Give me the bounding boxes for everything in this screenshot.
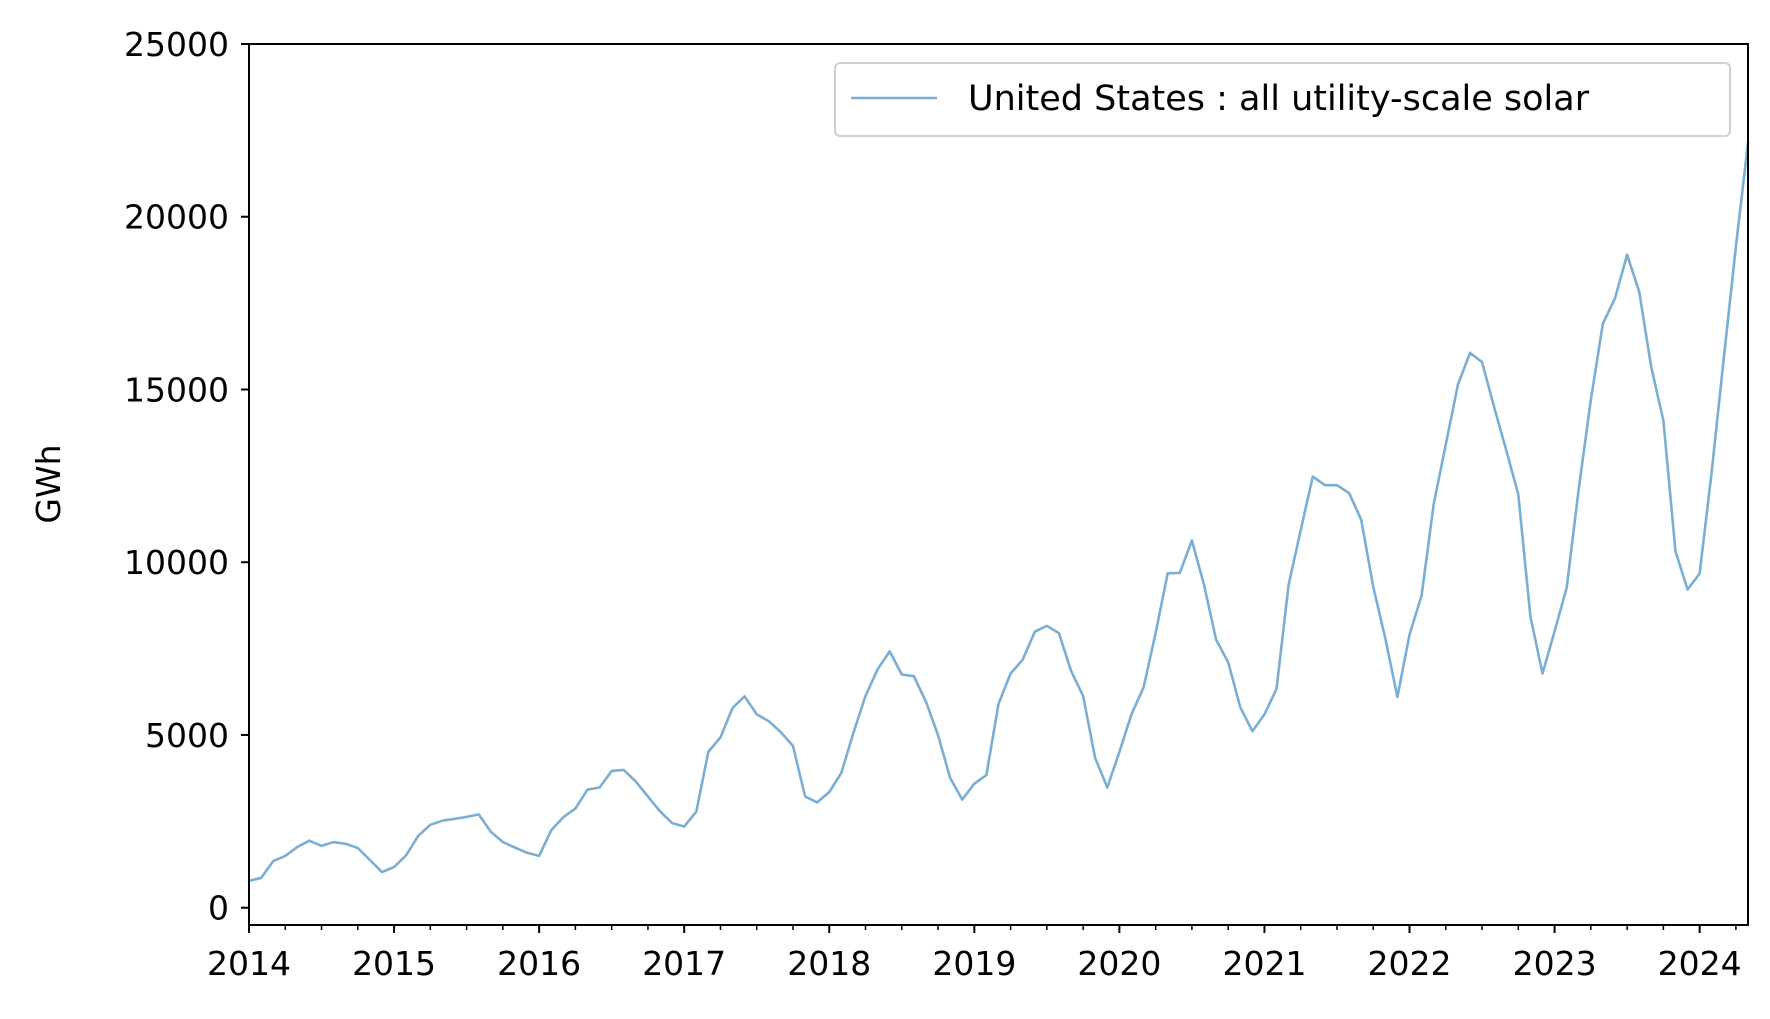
y-tick-label: 10000 xyxy=(124,543,229,582)
x-tick-label: 2014 xyxy=(207,944,291,983)
y-tick-label: 0 xyxy=(208,889,229,928)
plot-frame xyxy=(248,43,1749,926)
plot-area xyxy=(249,44,1748,925)
x-tick-label: 2019 xyxy=(932,944,1016,983)
legend-entry: United States : all utility-scale solar xyxy=(968,79,1590,119)
x-tick-label: 2015 xyxy=(352,944,436,983)
series-layer xyxy=(247,141,1750,883)
x-tick-label: 2024 xyxy=(1658,944,1742,983)
y-axis-label: GWh xyxy=(29,444,68,523)
legend-box xyxy=(834,62,1731,137)
x-tick-label: 2016 xyxy=(497,944,581,983)
axis-ticks: 0 5000 10000 15000 20000 25000 2014 2015 2016 201… xyxy=(124,25,1742,983)
x-tick-label: 2017 xyxy=(642,944,726,983)
y-tick-label: 5000 xyxy=(145,716,229,755)
x-tick-label: 2022 xyxy=(1368,944,1452,983)
x-tick-label: 2021 xyxy=(1222,944,1306,983)
legend: United States : all utility-scale solar xyxy=(834,62,1731,137)
y-tick-label: 20000 xyxy=(124,198,229,237)
y-tick-label: 15000 xyxy=(124,370,229,409)
x-tick-label: 2018 xyxy=(787,944,871,983)
series-line xyxy=(247,141,1750,883)
x-tick-label: 2020 xyxy=(1077,944,1161,983)
x-tick-label: 2023 xyxy=(1513,944,1597,983)
y-tick-label: 25000 xyxy=(124,25,229,64)
